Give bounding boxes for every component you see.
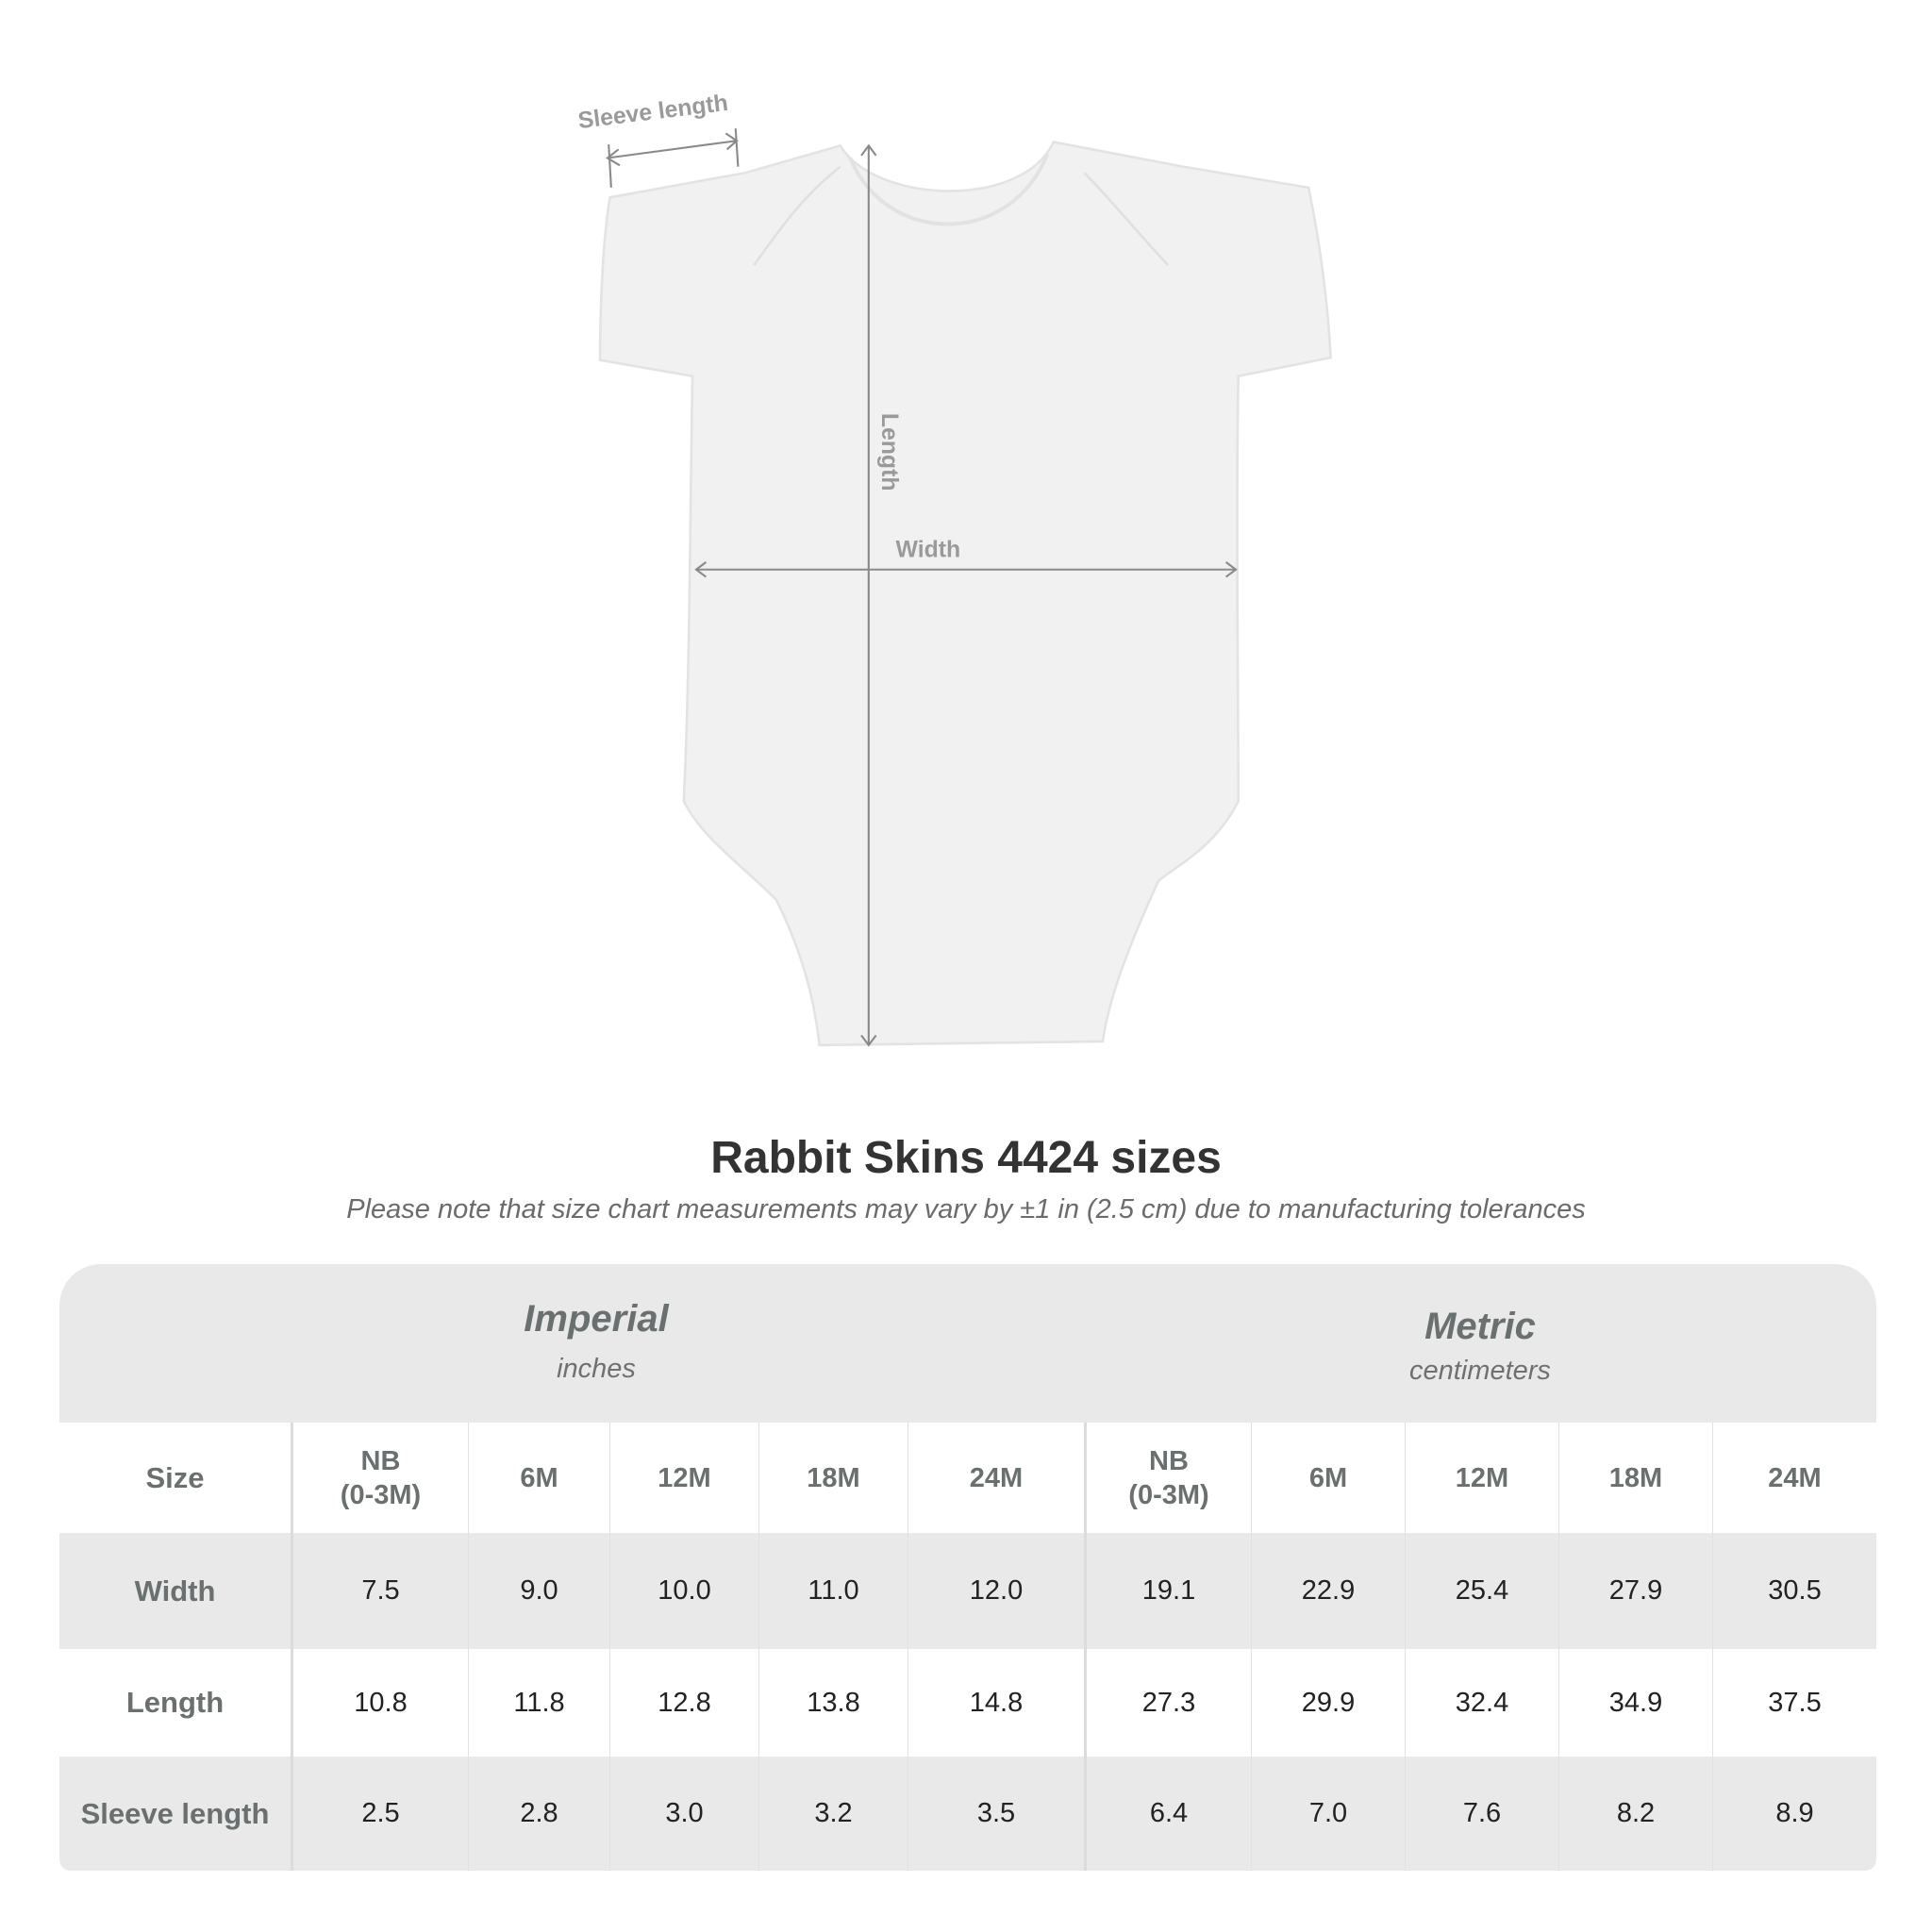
size-header-cell: 6M [468, 1423, 609, 1533]
bodysuit-shape [598, 141, 1332, 1047]
value-cell: 27.9 [1558, 1533, 1712, 1649]
value-cell: 8.2 [1558, 1757, 1712, 1871]
sleeve-length-label: Sleeve length [576, 91, 729, 134]
size-header-cell: 24M [908, 1423, 1084, 1533]
value-cell: 11.0 [758, 1533, 908, 1649]
unit-header-band [59, 1264, 1876, 1423]
length-label: Length [876, 413, 902, 491]
measure-arrows [606, 128, 1238, 1047]
size-header-cell: 18M [1558, 1423, 1712, 1533]
value-cell: 3.5 [908, 1757, 1084, 1871]
value-cell: 6.4 [1084, 1757, 1251, 1871]
value-cell: 34.9 [1558, 1649, 1712, 1757]
value-cell: 27.3 [1084, 1649, 1251, 1757]
table-row: Width 7.5 9.0 10.0 11.0 12.0 19.1 22.9 25.4 27.9 3… [59, 1533, 1876, 1649]
row-label: Length [125, 1686, 225, 1719]
value-cell: 12.0 [908, 1533, 1084, 1649]
value-cell: 10.0 [609, 1533, 758, 1649]
metric-unit: centimeters [1409, 1356, 1551, 1386]
value-cell: 29.9 [1251, 1649, 1405, 1757]
value-cell: 25.4 [1405, 1533, 1558, 1649]
value-cell: 2.5 [291, 1757, 468, 1871]
value-cell: 7.0 [1251, 1757, 1405, 1871]
width-label: Width [896, 538, 961, 563]
row-label: Width [134, 1574, 216, 1607]
table-row: Length 10.8 11.8 12.8 13.8 14.8 27.3 29.9 32.4 34… [59, 1649, 1876, 1757]
size-header-cell: NB (0-3M) [1084, 1423, 1251, 1533]
value-cell: 8.9 [1712, 1757, 1876, 1871]
value-cell: 2.8 [468, 1757, 609, 1871]
shoulder-seam [753, 165, 1170, 267]
value-cell: 9.0 [468, 1533, 609, 1649]
imperial-unit: inches [557, 1354, 636, 1384]
metric-header: Metric centimeters [1084, 1306, 1876, 1387]
table-row: Sleeve length 2.5 2.8 3.0 3.2 3.5 6.4 7.0 7.6 8.2… [59, 1757, 1876, 1871]
value-cell: 30.5 [1712, 1533, 1876, 1649]
imperial-header: Imperial inches [291, 1298, 902, 1385]
value-cell: 14.8 [908, 1649, 1084, 1757]
value-cell: 7.6 [1405, 1757, 1558, 1871]
metric-title: Metric [1424, 1306, 1536, 1347]
size-header-cell: 24M [1712, 1423, 1876, 1533]
size-header-row: Size NB (0-3M) 6M 12M 18M 24M NB (0-3M) 6M 12M 18… [59, 1423, 1876, 1533]
size-label: Size [145, 1460, 205, 1494]
size-header-cell: 6M [1251, 1423, 1405, 1533]
value-cell: 37.5 [1712, 1649, 1876, 1757]
value-cell: 3.0 [609, 1757, 758, 1871]
value-cell: 22.9 [1251, 1533, 1405, 1649]
size-table: Imperial inches Metric centimeters Size N… [59, 1264, 1876, 1871]
bodysuit-diagram: Sleeve length Length Width [576, 91, 1332, 1047]
page-title: Rabbit Skins 4424 sizes [710, 1133, 1222, 1183]
value-cell: 10.8 [291, 1649, 468, 1757]
row-label: Sleeve length [80, 1796, 270, 1830]
size-header-cell: 12M [1405, 1423, 1558, 1533]
value-cell: 32.4 [1405, 1649, 1558, 1757]
value-cell: 12.8 [609, 1649, 758, 1757]
imperial-title: Imperial [524, 1298, 669, 1340]
value-cell: 3.2 [758, 1757, 908, 1871]
value-cell: 13.8 [758, 1649, 908, 1757]
value-cell: 11.8 [468, 1649, 609, 1757]
value-cell: 19.1 [1084, 1533, 1251, 1649]
tolerance-note: Please note that size chart measurements… [346, 1194, 1586, 1224]
size-header-cell: 12M [609, 1423, 758, 1533]
size-header-cell: NB (0-3M) [291, 1423, 468, 1533]
value-cell: 7.5 [291, 1533, 468, 1649]
size-header-cell: 18M [758, 1423, 908, 1533]
